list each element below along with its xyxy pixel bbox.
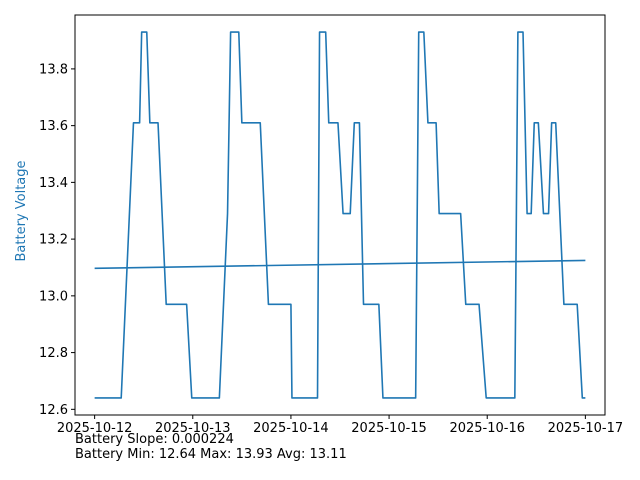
- stats-slope: Battery Slope: 0.000224: [75, 432, 234, 447]
- x-tick-label-0: 2025-10-12: [57, 421, 133, 436]
- y-tick-label-2: 13.0: [39, 289, 68, 304]
- battery-voltage-line: [94, 31, 586, 399]
- y-tick-label-6: 13.8: [39, 62, 68, 77]
- series-layer: [94, 31, 586, 399]
- x-tick-label-1: 2025-10-13: [155, 421, 231, 436]
- x-tick-label-4: 2025-10-16: [449, 421, 525, 436]
- stats-min-max-avg: Battery Min: 12.64 Max: 13.93 Avg: 13.11: [75, 447, 347, 462]
- y-tick-label-4: 13.4: [39, 176, 68, 191]
- y-tick-label-0: 12.6: [39, 403, 68, 418]
- x-tick-label-5: 2025-10-17: [548, 421, 624, 436]
- y-axis-label: Battery Voltage: [14, 160, 29, 261]
- axes-layer: 2025-10-12 2025-10-13 2025-10-14 2025-10-15…: [39, 62, 623, 436]
- x-tick-label-3: 2025-10-15: [351, 421, 427, 436]
- y-tick-label-5: 13.6: [39, 119, 68, 134]
- plot-frame: [74, 14, 606, 416]
- y-tick-label-3: 13.2: [39, 233, 68, 248]
- y-tick-label-1: 12.8: [39, 346, 68, 361]
- battery-trend-line: [94, 259, 586, 270]
- plot-background: [75, 15, 605, 415]
- x-tick-label-2: 2025-10-14: [253, 421, 329, 436]
